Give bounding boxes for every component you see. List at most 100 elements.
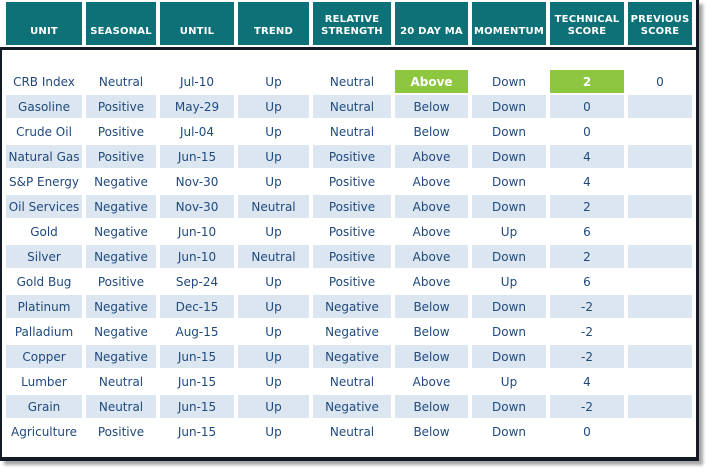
- cell-until: Jun-15: [160, 420, 234, 443]
- table-row: Palladium Negative Aug-15 Up Negative Be…: [6, 320, 692, 343]
- cell-seasonal: Negative: [86, 220, 156, 243]
- cell-trend: Up: [238, 370, 309, 393]
- cell-seasonal: Positive: [86, 270, 156, 293]
- cell-seasonal: Negative: [86, 245, 156, 268]
- cell-seasonal: Neutral: [86, 395, 156, 418]
- cell-momentum: Down: [472, 395, 546, 418]
- cell-until: Jun-15: [160, 145, 234, 168]
- cell-momentum: Down: [472, 345, 546, 368]
- cell-seasonal: Negative: [86, 295, 156, 318]
- cell-relative-strength: Positive: [313, 220, 391, 243]
- cell-until: Jun-15: [160, 395, 234, 418]
- cell-seasonal: Negative: [86, 170, 156, 193]
- cell-momentum: Down: [472, 95, 546, 118]
- column-header-20-day-ma: 20 DAY MA: [395, 2, 468, 45]
- cell-unit: Crude Oil: [6, 120, 82, 143]
- column-header-previous-score: PREVIOUS SCORE: [628, 2, 692, 45]
- cell-trend: Up: [238, 120, 309, 143]
- table-header: UNIT SEASONAL UNTIL TREND RELATIVE STREN…: [2, 0, 696, 47]
- cell-unit: Gold: [6, 220, 82, 243]
- cell-relative-strength: Positive: [313, 145, 391, 168]
- column-header-unit: UNIT: [6, 2, 82, 45]
- cell-until: Nov-30: [160, 170, 234, 193]
- cell-20-day-ma: Below: [395, 295, 468, 318]
- cell-20-day-ma: Below: [395, 420, 468, 443]
- cell-20-day-ma: Above: [395, 170, 468, 193]
- cell-seasonal: Positive: [86, 120, 156, 143]
- cell-20-day-ma-highlighted: Above: [395, 70, 468, 93]
- cell-seasonal: Negative: [86, 345, 156, 368]
- table-row: Gasoline Positive May-29 Up Neutral Belo…: [6, 95, 692, 118]
- cell-relative-strength: Positive: [313, 270, 391, 293]
- cell-20-day-ma: Below: [395, 320, 468, 343]
- cell-momentum: Down: [472, 320, 546, 343]
- cell-until: Aug-15: [160, 320, 234, 343]
- cell-previous-score: [628, 320, 692, 343]
- cell-previous-score: [628, 245, 692, 268]
- cell-relative-strength: Neutral: [313, 95, 391, 118]
- cell-until: Jun-15: [160, 370, 234, 393]
- cell-previous-score: 0: [628, 70, 692, 93]
- cell-relative-strength: Positive: [313, 245, 391, 268]
- cell-trend: Up: [238, 345, 309, 368]
- cell-20-day-ma: Below: [395, 395, 468, 418]
- table-row: Gold Bug Positive Sep-24 Up Positive Abo…: [6, 270, 692, 293]
- table-row: Crude Oil Positive Jul-04 Up Neutral Bel…: [6, 120, 692, 143]
- header-divider: [0, 47, 696, 50]
- cell-until: Dec-15: [160, 295, 234, 318]
- cell-until: Jun-10: [160, 220, 234, 243]
- cell-technical-score: -2: [550, 395, 624, 418]
- cell-20-day-ma: Above: [395, 370, 468, 393]
- cell-previous-score: [628, 145, 692, 168]
- cell-momentum: Down: [472, 245, 546, 268]
- cell-trend: Up: [238, 270, 309, 293]
- cell-previous-score: [628, 120, 692, 143]
- cell-relative-strength: Negative: [313, 295, 391, 318]
- cell-previous-score: [628, 295, 692, 318]
- table-row: Platinum Negative Dec-15 Up Negative Bel…: [6, 295, 692, 318]
- cell-unit: Palladium: [6, 320, 82, 343]
- table-row: Silver Negative Jun-10 Neutral Positive …: [6, 245, 692, 268]
- column-header-seasonal: SEASONAL: [86, 2, 156, 45]
- cell-trend: Up: [238, 220, 309, 243]
- cell-technical-score: -2: [550, 320, 624, 343]
- cell-until: Sep-24: [160, 270, 234, 293]
- cell-relative-strength: Positive: [313, 170, 391, 193]
- cell-until: Jun-15: [160, 345, 234, 368]
- cell-previous-score: [628, 420, 692, 443]
- column-header-momentum: MOMENTUM: [472, 2, 546, 45]
- cell-momentum: Up: [472, 220, 546, 243]
- cell-trend: Up: [238, 320, 309, 343]
- cell-previous-score: [628, 95, 692, 118]
- cell-technical-score: 4: [550, 370, 624, 393]
- cell-seasonal: Positive: [86, 420, 156, 443]
- cell-technical-score: -2: [550, 295, 624, 318]
- cell-technical-score: 0: [550, 420, 624, 443]
- cell-trend: Up: [238, 420, 309, 443]
- cell-previous-score: [628, 370, 692, 393]
- table-row: S&P Energy Negative Nov-30 Up Positive A…: [6, 170, 692, 193]
- cell-momentum: Up: [472, 270, 546, 293]
- table-row: Natural Gas Positive Jun-15 Up Positive …: [6, 145, 692, 168]
- cell-momentum: Down: [472, 170, 546, 193]
- cell-technical-score: 6: [550, 220, 624, 243]
- cell-seasonal: Neutral: [86, 370, 156, 393]
- spacer-row: [6, 445, 692, 455]
- cell-unit: S&P Energy: [6, 170, 82, 193]
- cell-previous-score: [628, 395, 692, 418]
- cell-until: Jul-10: [160, 70, 234, 93]
- table-row: Gold Negative Jun-10 Up Positive Above U…: [6, 220, 692, 243]
- cell-trend: Up: [238, 95, 309, 118]
- cell-momentum: Down: [472, 195, 546, 218]
- cell-unit: Oil Services: [6, 195, 82, 218]
- cell-20-day-ma: Below: [395, 120, 468, 143]
- cell-technical-score: -2: [550, 345, 624, 368]
- table-body: CRB Index Neutral Jul-10 Up Neutral Abov…: [2, 50, 696, 457]
- cell-unit: Grain: [6, 395, 82, 418]
- cell-until: Jul-04: [160, 120, 234, 143]
- cell-momentum: Up: [472, 370, 546, 393]
- cell-previous-score: [628, 345, 692, 368]
- cell-20-day-ma: Above: [395, 270, 468, 293]
- cell-relative-strength: Positive: [313, 195, 391, 218]
- column-header-relative-strength: RELATIVE STRENGTH: [313, 2, 391, 45]
